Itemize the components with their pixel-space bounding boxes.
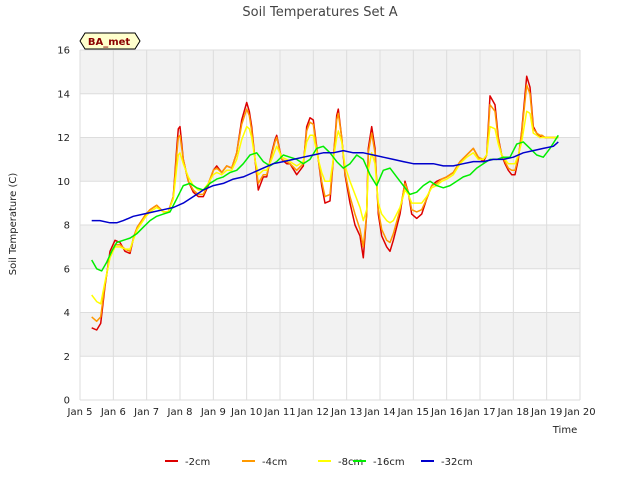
x-axis-label: Time [552, 425, 577, 436]
y-tick-label: 14 [57, 89, 70, 100]
plot-band [80, 50, 580, 94]
y-axis-label: Soil Temperature (C) [8, 173, 19, 276]
y-tick-label: 6 [64, 264, 70, 275]
y-tick-label: 16 [57, 46, 70, 57]
x-tick-label: Jan 20 [563, 407, 595, 418]
x-tick-label: Jan 15 [397, 407, 429, 418]
x-tick-label: Jan 5 [67, 407, 93, 418]
x-tick-label: Jan 11 [263, 407, 295, 418]
legend-label: -32cm [441, 457, 473, 468]
legend-label: -8cm [338, 457, 363, 468]
y-tick-label: 10 [57, 177, 70, 188]
y-tick-label: 4 [64, 308, 70, 319]
chart-title: Soil Temperatures Set A [242, 5, 397, 20]
x-tick-label: Jan 7 [133, 407, 159, 418]
legend-label: -4cm [262, 457, 287, 468]
x-tick-label: Jan 12 [297, 407, 329, 418]
plot-band [80, 93, 580, 138]
annotation-badge-label: BA_met [88, 37, 131, 48]
series-line-16cmcm [91, 134, 559, 272]
annotation-badge-box [79, 32, 141, 50]
y-tick-label: 12 [57, 133, 70, 144]
legend-label: -2cm [185, 457, 210, 468]
legend-label: -16cm [373, 457, 405, 468]
x-tick-label: Jan 19 [530, 407, 562, 418]
plot-band [80, 356, 580, 400]
y-tick-label: 2 [64, 352, 70, 363]
x-tick-label: Jan 14 [363, 407, 395, 418]
series-line-8cmcm [91, 110, 559, 305]
y-tick-label: 8 [64, 221, 70, 232]
annotation-badge: BA_met [79, 32, 141, 50]
plot-background [79, 49, 581, 401]
axis-ticks: 0 2 4 6 8 10 12 14 16 Jan 5 Jan 6 Jan 7 Jan 8 Jan 9 Ja… [57, 46, 595, 419]
x-tick-label: Jan 6 [100, 407, 126, 418]
x-tick-label: Jan 16 [430, 407, 462, 418]
x-tick-label: Jan 17 [463, 407, 495, 418]
series-line-4cmcm [91, 84, 559, 323]
x-tick-label: Jan 13 [330, 407, 362, 418]
x-tick-label: Jan 8 [167, 407, 193, 418]
x-tick-label: Jan 9 [200, 407, 226, 418]
plot-band [80, 312, 580, 357]
y-tick-label: 0 [64, 396, 70, 407]
plot-lines [91, 75, 559, 331]
series-line-32cmcm [91, 141, 559, 224]
plot-band [80, 268, 580, 313]
x-tick-label: Jan 10 [230, 407, 262, 418]
x-tick-label: Jan 18 [497, 407, 529, 418]
plot-band [80, 225, 580, 269]
legend: -2cm -4cm -8cm -16cm -32cm [165, 457, 473, 468]
